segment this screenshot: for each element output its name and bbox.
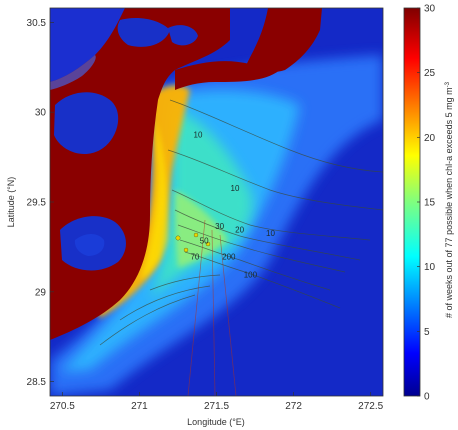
y-tick-label: 29.5 xyxy=(27,198,47,209)
colorbar-tick-label: 20 xyxy=(424,133,436,144)
plume-core xyxy=(174,190,228,268)
contour-label: 10 xyxy=(231,184,240,193)
ocean-northwest xyxy=(50,8,125,82)
colorbar-tick-label: 0 xyxy=(424,392,430,403)
lake-pontchartrain xyxy=(54,92,119,155)
contour-label: 20 xyxy=(235,226,244,235)
y-axis: 30.5 30 29.5 29 28.5 xyxy=(27,18,54,388)
colorbar-tick-label: 10 xyxy=(424,262,436,273)
contour-label: 70 xyxy=(190,252,199,261)
land-delta-east xyxy=(245,8,322,73)
y-tick-label: 30.5 xyxy=(27,18,47,29)
colorbar-tick-label: 5 xyxy=(424,327,430,338)
x-tick-label: 271 xyxy=(131,401,148,412)
contour-label: 200 xyxy=(222,252,236,261)
isobath-contours xyxy=(99,99,383,346)
y-tick-label: 30 xyxy=(35,108,47,119)
x-tick-label: 272.5 xyxy=(358,401,383,412)
colorbar-label: # of weeks out of 77 possible when chl-a… xyxy=(444,81,454,318)
inland-lake-north xyxy=(117,18,170,47)
contour-label: 50 xyxy=(200,236,209,245)
fairway-lines xyxy=(187,219,237,396)
colorbar-tick-label: 25 xyxy=(424,68,436,79)
coastal-yellow xyxy=(140,120,169,280)
contour-label: 10 xyxy=(266,229,275,238)
coast-edge-northwest xyxy=(50,55,96,90)
contour-label: 10 xyxy=(194,130,203,139)
colorbar-label-text: # of weeks out of 77 possible when chl-a… xyxy=(444,87,454,318)
contour-label: 100 xyxy=(244,270,258,279)
bay-inner-southwest xyxy=(74,234,105,256)
coastal-glow xyxy=(90,85,190,318)
station-markers xyxy=(175,232,211,253)
x-axis: 270.5 271 271.5 272 272.5 xyxy=(50,392,384,412)
contour-label: 30 xyxy=(215,222,224,231)
y-tick-label: 29 xyxy=(35,287,47,298)
x-tick-label: 272 xyxy=(285,401,302,412)
x-tick-label: 271.5 xyxy=(204,401,229,412)
colorbar-ticks: 30 25 20 15 10 5 0 xyxy=(417,4,436,403)
delta-channel xyxy=(175,61,282,90)
y-tick-label: 28.5 xyxy=(27,377,47,388)
colorbar-tick-label: 30 xyxy=(424,4,436,15)
x-tick-label: 270.5 xyxy=(50,401,75,412)
x-axis-label: Longitude (°E) xyxy=(187,417,245,427)
colorbar-tick-label: 15 xyxy=(424,198,436,209)
y-axis-label: Latitude (°N) xyxy=(6,177,16,228)
inner-plume xyxy=(150,110,253,300)
colorbar-label-exponent: -3 xyxy=(445,81,451,87)
inland-lake-small xyxy=(168,25,198,46)
